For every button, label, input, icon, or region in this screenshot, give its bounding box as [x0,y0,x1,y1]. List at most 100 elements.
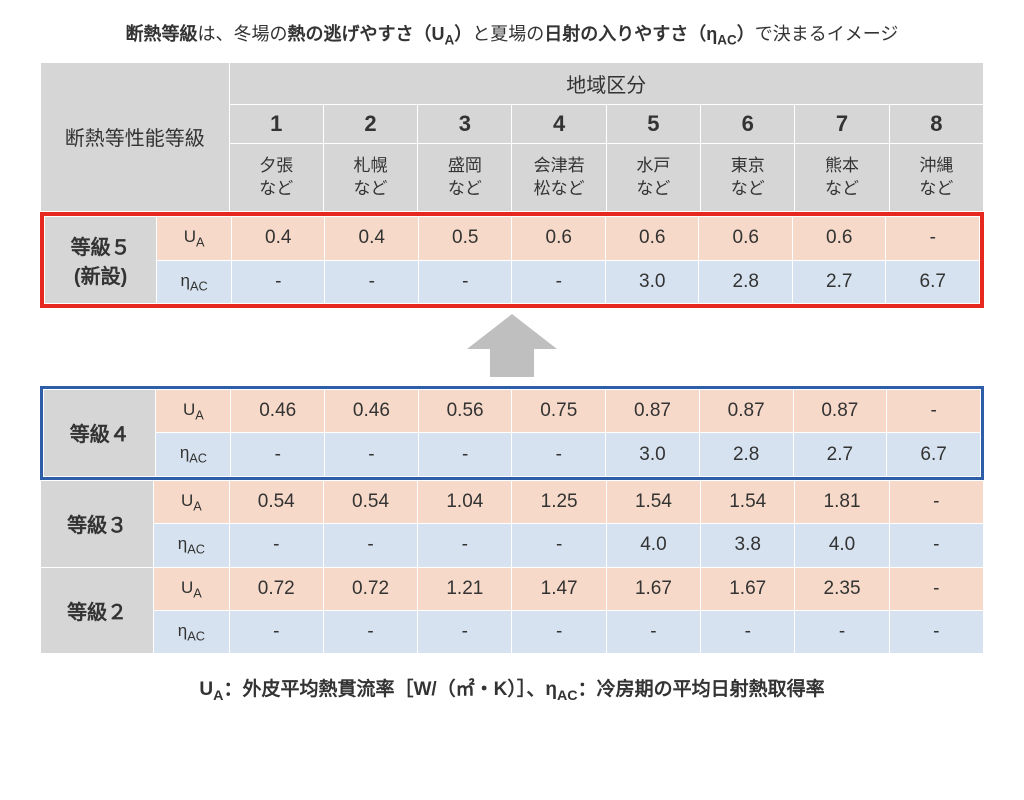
metric-ua-label: UA [157,217,232,260]
cell: 1.54 [701,480,795,523]
cell: 2.8 [699,260,793,303]
cell: 4.0 [606,524,700,567]
zone-num: 2 [323,104,417,143]
table-row: ηAC - - - - 4.0 3.8 4.0 - [41,524,984,567]
cell: - [512,524,606,567]
cell: 2.35 [795,567,889,610]
zone-city: 札幌など [323,143,417,212]
metric-eta-label: ηAC [157,260,232,303]
cell: 1.54 [606,480,700,523]
cell: 6.7 [887,433,981,476]
cell: 0.87 [793,389,887,432]
metric-eta-label: ηAC [154,610,229,653]
cell: - [231,433,325,476]
table-row: 等級３ UA 0.54 0.54 1.04 1.25 1.54 1.54 1.8… [41,480,984,523]
cell: - [229,524,323,567]
title-caption: 断熱等級は、冬場の熱の逃げやすさ（UA）と夏場の日射の入りやすさ（ηAC）で決ま… [40,20,984,48]
cell: 1.04 [418,480,512,523]
title-bold-eta: 日射の入りやすさ（ηAC） [544,24,755,44]
region-header: 地域区分 [229,62,983,104]
table-row: ηAC - - - - 3.0 2.8 2.7 6.7 [45,260,980,303]
cell: 0.46 [325,389,419,432]
zone-num: 8 [889,104,983,143]
cell: - [889,610,983,653]
cell: 0.87 [606,389,700,432]
title-bold-1: 断熱等級 [126,24,198,44]
cell: - [512,610,606,653]
cell: - [323,524,417,567]
cell: - [889,480,983,523]
zone-num: 5 [606,104,700,143]
cell: - [512,433,606,476]
cell: 0.6 [605,217,699,260]
cell: - [418,524,512,567]
zone-num: 1 [229,104,323,143]
metric-ua-label: UA [156,389,231,432]
table-row: 等級４ UA 0.46 0.46 0.56 0.75 0.87 0.87 0.8… [44,389,981,432]
table-row: ηAC - - - - - - - - [41,610,984,653]
grade4-highlight-box: 等級４ UA 0.46 0.46 0.56 0.75 0.87 0.87 0.8… [40,386,984,480]
cell: 1.47 [512,567,606,610]
cell: - [886,217,980,260]
cell: 2.8 [699,433,793,476]
grade2-label: 等級２ [41,567,154,654]
row-header-label: 断熱等性能等級 [41,62,230,212]
cell: - [889,567,983,610]
zone-city: 盛岡など [418,143,512,212]
grade5-table: 等級５(新設) UA 0.4 0.4 0.5 0.6 0.6 0.6 0.6 -… [44,216,980,304]
cell: - [325,260,419,303]
cell: 0.6 [699,217,793,260]
cell: 4.0 [795,524,889,567]
grade4-table: 等級４ UA 0.46 0.46 0.56 0.75 0.87 0.87 0.8… [43,389,981,477]
cell: 0.6 [792,217,886,260]
cell: - [323,610,417,653]
zone-city: 夕張など [229,143,323,212]
cell: 1.67 [606,567,700,610]
cell: 3.0 [605,260,699,303]
cell: 0.72 [229,567,323,610]
zone-num: 3 [418,104,512,143]
zone-city: 沖縄など [889,143,983,212]
header-table: 断熱等性能等級 地域区分 1 2 3 4 5 6 7 8 夕張など 札幌など 盛… [40,62,984,213]
lower-grades-box: 等級３ UA 0.54 0.54 1.04 1.25 1.54 1.54 1.8… [40,480,984,655]
cell: 6.7 [886,260,980,303]
table-row: ηAC - - - - 3.0 2.8 2.7 6.7 [44,433,981,476]
cell: - [606,610,700,653]
zone-city: 東京など [701,143,795,212]
cell: 1.21 [418,567,512,610]
cell: 0.4 [231,217,325,260]
grade5-label: 等級５(新設) [45,217,157,304]
title-bold-ua: 熱の逃げやすさ（UA） [288,24,473,44]
cell: - [418,610,512,653]
zone-num: 4 [512,104,606,143]
cell: 0.46 [231,389,325,432]
table-row: 等級２ UA 0.72 0.72 1.21 1.47 1.67 1.67 2.3… [41,567,984,610]
cell: 0.72 [323,567,417,610]
cell: 0.54 [323,480,417,523]
table-row: 等級５(新設) UA 0.4 0.4 0.5 0.6 0.6 0.6 0.6 - [45,217,980,260]
cell: - [229,610,323,653]
metric-eta-label: ηAC [154,524,229,567]
cell: - [887,389,981,432]
grade3-label: 等級３ [41,480,154,567]
cell: 3.0 [606,433,700,476]
cell: - [231,260,325,303]
zone-city: 会津若松など [512,143,606,212]
zone-city: 水戸など [606,143,700,212]
cell: - [325,433,419,476]
cell: 2.7 [792,260,886,303]
metric-eta-label: ηAC [156,433,231,476]
metric-ua-label: UA [154,480,229,523]
cell: - [701,610,795,653]
cell: 0.75 [512,389,606,432]
cell: - [795,610,889,653]
cell: - [418,433,512,476]
grade5-highlight-box: 等級５(新設) UA 0.4 0.4 0.5 0.6 0.6 0.6 0.6 -… [40,212,984,308]
grade3-2-table: 等級３ UA 0.54 0.54 1.04 1.25 1.54 1.54 1.8… [40,480,984,655]
footer-legend: UA：外皮平均熱貫流率［W/（㎡・K）］、ηAC：冷房期の平均日射熱取得率 [40,674,984,704]
cell: 1.25 [512,480,606,523]
zone-num: 7 [795,104,889,143]
cell: - [889,524,983,567]
cell: 0.56 [418,389,512,432]
cell: 1.67 [701,567,795,610]
